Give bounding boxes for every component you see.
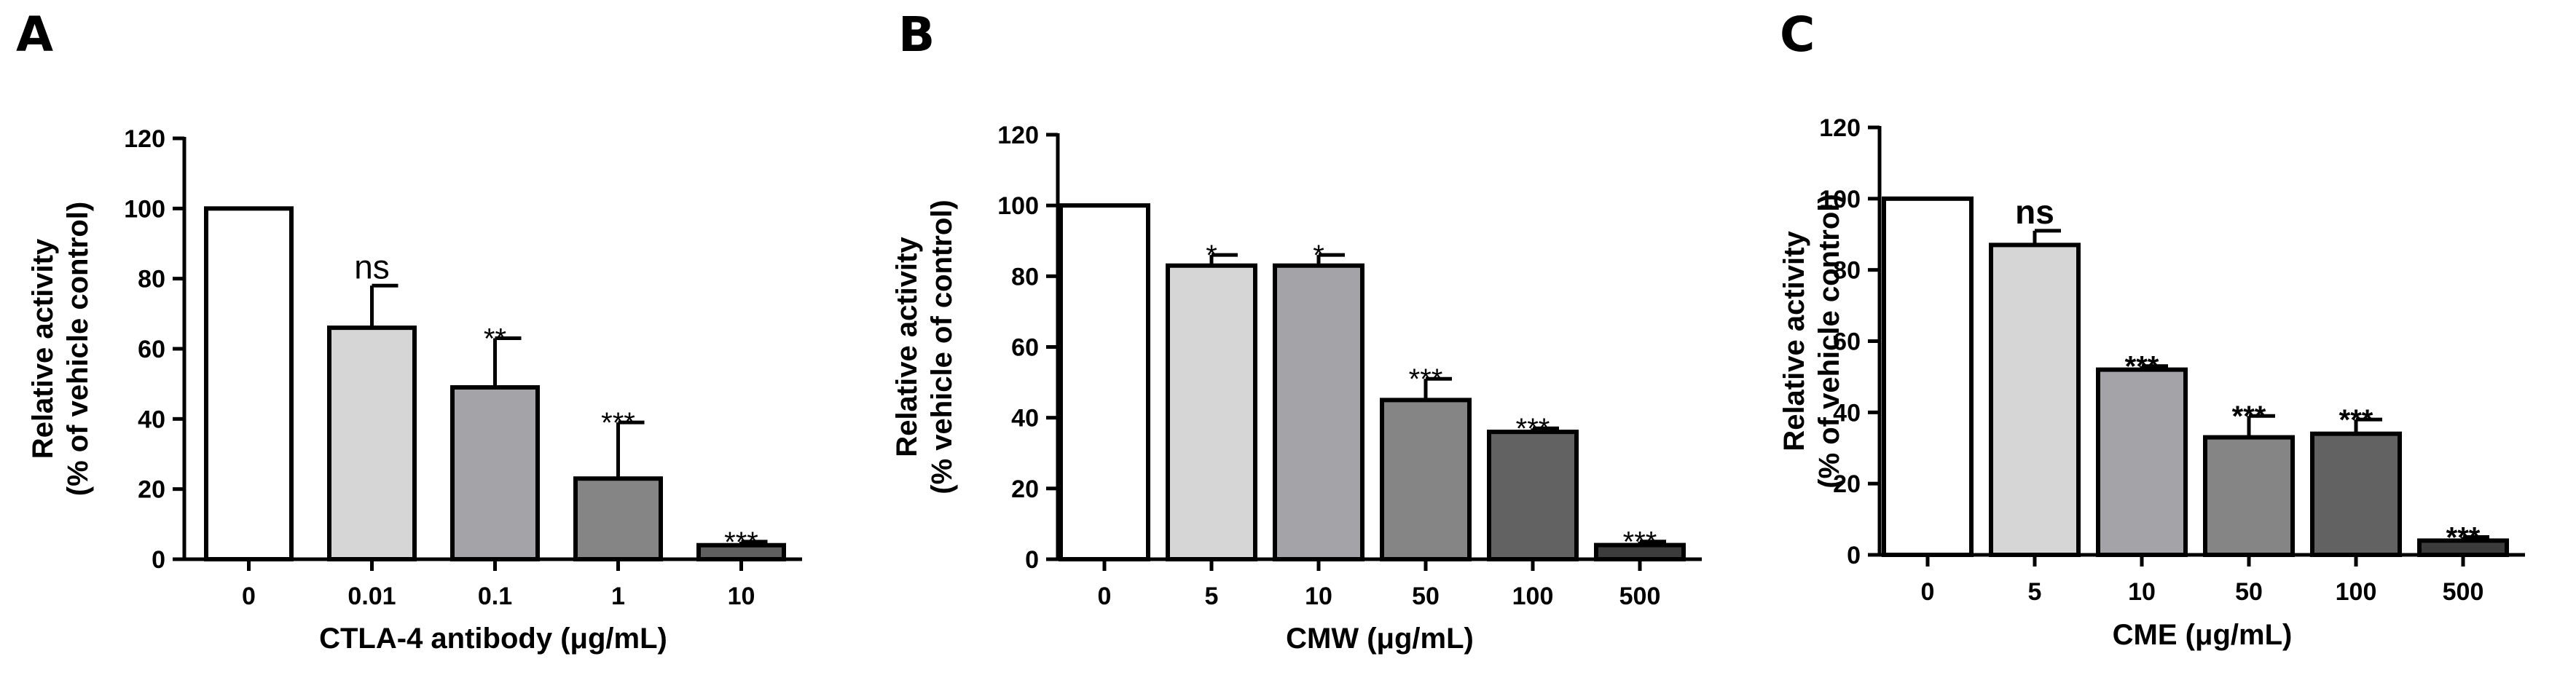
bar bbox=[2203, 435, 2295, 558]
x-tick-label: 1 bbox=[611, 583, 625, 610]
x-axis-label: CTLA-4 antibody (μg/mL) bbox=[319, 623, 667, 655]
significance-marker: *** bbox=[2446, 522, 2481, 554]
bar bbox=[1882, 196, 1974, 557]
y-axis-label-line2: (% of vehicle control) bbox=[1813, 194, 1845, 489]
x-tick-label: 50 bbox=[1412, 583, 1440, 610]
x-axis-label: CME (μg/mL) bbox=[2113, 619, 2293, 651]
x-tick-label: 0 bbox=[242, 583, 256, 610]
panel-label: C bbox=[1780, 7, 1815, 63]
y-tick-label: 80 bbox=[1011, 263, 1039, 291]
x-tick-label: 0 bbox=[1098, 583, 1112, 610]
bar bbox=[1273, 263, 1364, 561]
bar bbox=[450, 384, 540, 561]
y-tick-label: 40 bbox=[138, 406, 165, 433]
x-tick-label: 0.01 bbox=[347, 583, 396, 610]
significance-marker: *** bbox=[2125, 351, 2159, 383]
panel-label: A bbox=[16, 7, 53, 63]
significance-marker: *** bbox=[724, 526, 758, 558]
y-tick-label: 80 bbox=[138, 266, 165, 293]
x-tick-label: 10 bbox=[1305, 583, 1332, 610]
y-tick-label: 20 bbox=[138, 476, 165, 504]
significance-marker: *** bbox=[601, 407, 635, 439]
significance-marker: * bbox=[1206, 240, 1217, 272]
significance-marker: *** bbox=[1623, 526, 1657, 558]
bar bbox=[1487, 430, 1579, 561]
panel-label: B bbox=[898, 7, 935, 63]
y-axis-label: Relative activity (% of vehicle control) bbox=[27, 202, 94, 497]
bar bbox=[204, 206, 294, 561]
significance-marker: ns bbox=[354, 248, 390, 285]
significance-marker: ** bbox=[484, 323, 506, 355]
y-tick-label: 100 bbox=[1819, 186, 1861, 213]
x-tick-label: 5 bbox=[2028, 578, 2042, 606]
bar bbox=[1166, 263, 1257, 561]
bar bbox=[2310, 431, 2402, 558]
y-axis-label-line2: (% of vehicle control) bbox=[62, 202, 94, 497]
x-tick-label: 0 bbox=[1921, 578, 1935, 606]
bar bbox=[1989, 242, 2081, 557]
y-tick-label: 20 bbox=[1011, 475, 1039, 503]
y-axis-label-line1: Relative activity bbox=[1778, 231, 1810, 451]
y-tick-label: 0 bbox=[1847, 542, 1861, 569]
significance-marker: *** bbox=[1409, 363, 1443, 395]
y-tick-label: 100 bbox=[997, 192, 1039, 220]
y-tick-label: 0 bbox=[1025, 546, 1039, 574]
y-tick-label: 40 bbox=[1833, 399, 1861, 427]
significance-marker: *** bbox=[2339, 404, 2373, 436]
y-axis-label-line1: Relative activity bbox=[891, 237, 923, 457]
y-tick-label: 20 bbox=[1833, 470, 1861, 498]
x-tick-label: 100 bbox=[2336, 578, 2377, 606]
y-axis-label-line1: Relative activity bbox=[27, 238, 59, 459]
bar bbox=[573, 476, 663, 562]
y-tick-label: 120 bbox=[1819, 114, 1861, 142]
y-tick-label: 0 bbox=[152, 546, 165, 574]
y-tick-label: 100 bbox=[124, 195, 165, 223]
x-tick-label: 10 bbox=[2128, 578, 2156, 606]
bar bbox=[327, 325, 417, 561]
y-tick-label: 60 bbox=[1011, 334, 1039, 362]
y-axis-label: Relative activity (% vehicle of control) bbox=[891, 200, 958, 494]
x-tick-label: 50 bbox=[2235, 578, 2263, 606]
y-axis-label: Relative activity (% of vehicle control) bbox=[1778, 194, 1845, 489]
y-tick-label: 60 bbox=[138, 336, 165, 363]
x-tick-label: 10 bbox=[728, 583, 755, 610]
y-tick-label: 60 bbox=[1833, 328, 1861, 356]
bar bbox=[1059, 203, 1150, 561]
bar bbox=[1380, 398, 1472, 561]
x-axis-label: CMW (μg/mL) bbox=[1286, 623, 1474, 655]
x-tick-label: 100 bbox=[1512, 583, 1554, 610]
y-tick-label: 120 bbox=[124, 125, 165, 153]
y-tick-label: 120 bbox=[997, 122, 1039, 149]
y-tick-label: 80 bbox=[1833, 257, 1861, 285]
x-tick-label: 500 bbox=[2443, 578, 2484, 606]
y-axis-label-line2: (% vehicle of control) bbox=[926, 200, 958, 494]
bar bbox=[2096, 367, 2188, 557]
significance-marker: *** bbox=[2232, 400, 2266, 433]
y-tick-label: 40 bbox=[1011, 405, 1039, 433]
x-tick-label: 500 bbox=[1619, 583, 1661, 610]
significance-marker: *** bbox=[1516, 413, 1550, 445]
x-tick-label: 0.1 bbox=[478, 583, 512, 610]
significance-marker: * bbox=[1313, 240, 1324, 272]
x-tick-label: 5 bbox=[1205, 583, 1219, 610]
significance-marker: ns bbox=[2015, 193, 2054, 231]
